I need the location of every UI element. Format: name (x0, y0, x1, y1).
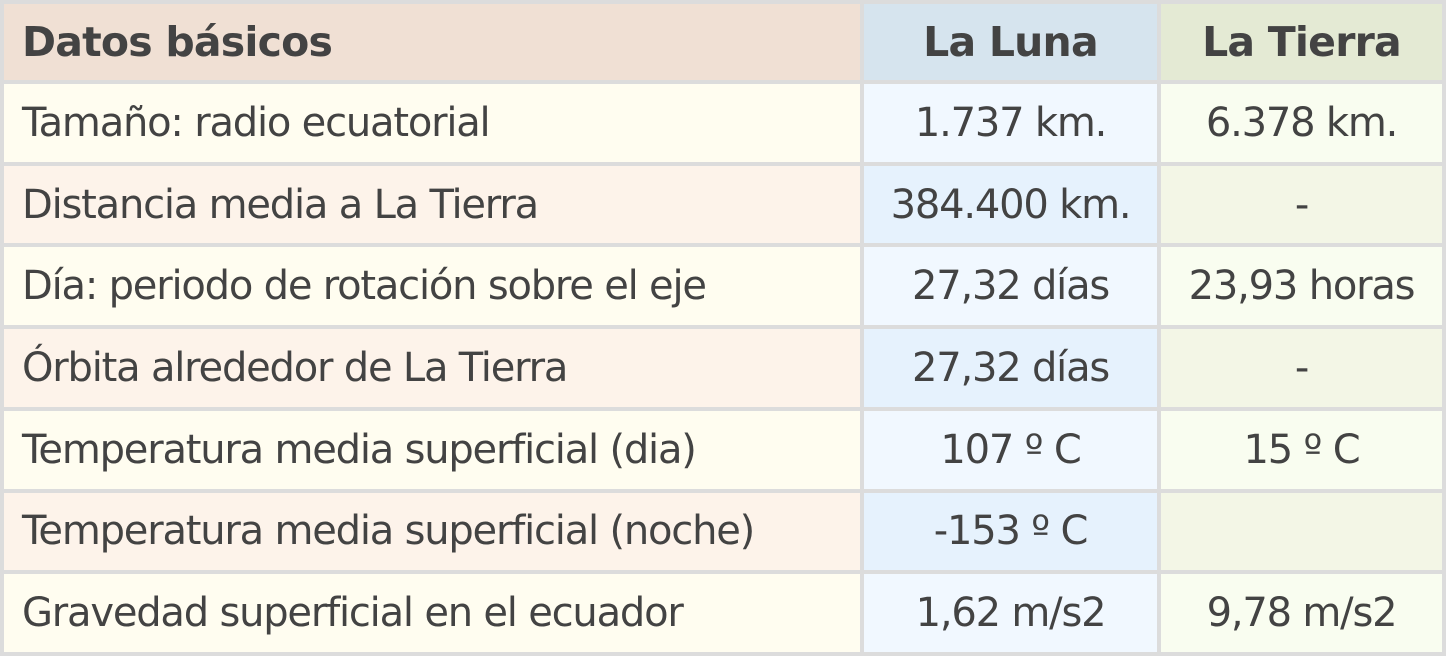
moon-value: 27,32 días (864, 329, 1157, 407)
earth-value: 23,93 horas (1161, 247, 1442, 326)
table-row: Temperatura media superficial (noche) -1… (4, 492, 1442, 571)
row-label: Día: periodo de rotación sobre el eje (4, 247, 860, 326)
earth-value: - (1161, 165, 1442, 244)
header-la-luna: La Luna (864, 4, 1157, 80)
table-row: Tamaño: radio ecuatorial 1.737 km. 6.378… (4, 84, 1442, 162)
row-label: Tamaño: radio ecuatorial (4, 84, 860, 162)
earth-value: - (1161, 329, 1442, 407)
table-row: Gravedad superficial en el ecuador 1,62 … (4, 574, 1442, 652)
earth-value: 9,78 m/s2 (1161, 574, 1442, 652)
moon-value: 1,62 m/s2 (864, 574, 1157, 652)
moon-value: -153 º C (864, 492, 1157, 571)
row-label: Temperatura media superficial (noche) (4, 492, 860, 571)
row-label: Órbita alrededor de La Tierra (4, 329, 860, 407)
table-header-row: Datos básicos La Luna La Tierra (4, 4, 1442, 80)
table-row: Temperatura media superficial (dia) 107 … (4, 410, 1442, 489)
table-row: Distancia media a La Tierra 384.400 km. … (4, 165, 1442, 244)
earth-value: 6.378 km. (1161, 84, 1442, 162)
earth-value (1161, 492, 1442, 571)
table-row: Día: periodo de rotación sobre el eje 27… (4, 247, 1442, 326)
row-label: Distancia media a La Tierra (4, 165, 860, 244)
moon-value: 107 º C (864, 410, 1157, 489)
header-datos-basicos: Datos básicos (4, 4, 860, 80)
earth-value: 15 º C (1161, 410, 1442, 489)
row-label: Temperatura media superficial (dia) (4, 410, 860, 489)
moon-value: 384.400 km. (864, 165, 1157, 244)
row-label: Gravedad superficial en el ecuador (4, 574, 860, 652)
header-la-tierra: La Tierra (1161, 4, 1442, 80)
moon-value: 27,32 días (864, 247, 1157, 326)
table-row: Órbita alrededor de La Tierra 27,32 días… (4, 329, 1442, 407)
moon-value: 1.737 km. (864, 84, 1157, 162)
